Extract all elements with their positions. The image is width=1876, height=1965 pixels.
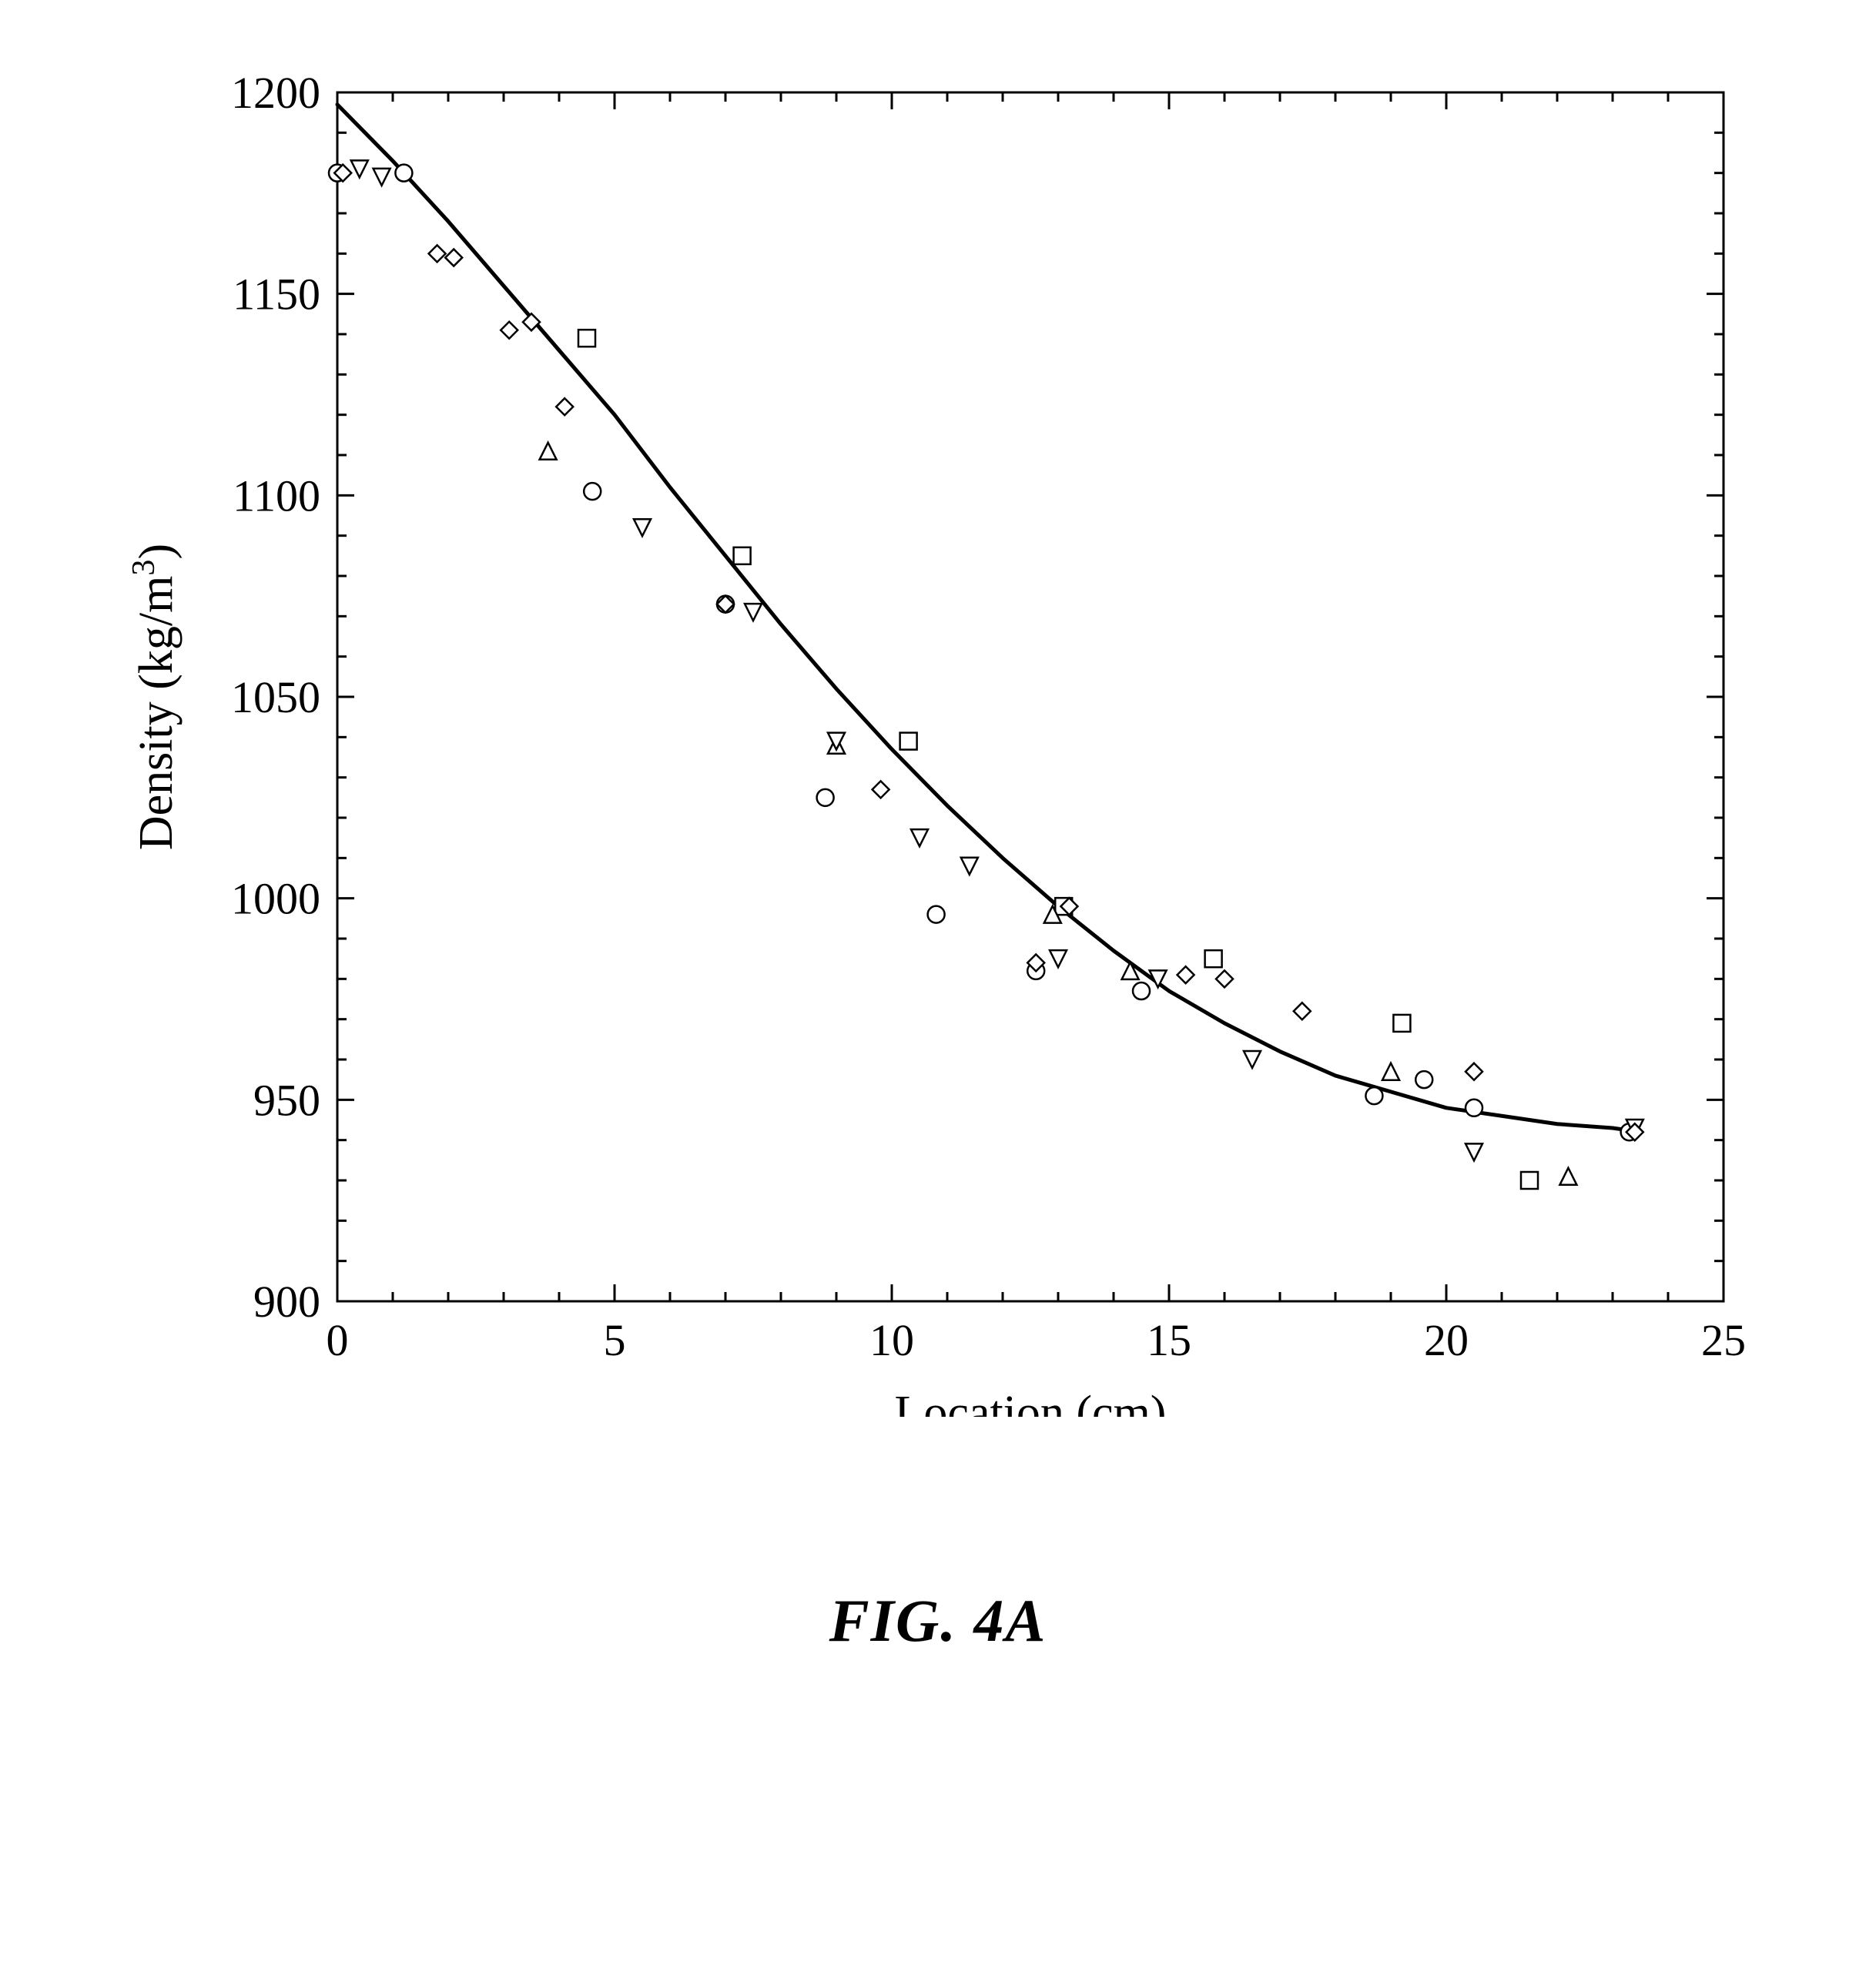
chart-container: 0 5 10 15 20 25 900 950 1000 1050 1100 1150 1200 Loca… (91, 31, 1785, 1417)
svg-text:1100: 1100 (233, 470, 320, 521)
svg-text:900: 900 (253, 1277, 320, 1327)
svg-text:Density (kg/m3): Density (kg/m3) (126, 544, 183, 850)
svg-text:1200: 1200 (231, 68, 320, 118)
svg-text:20: 20 (1424, 1315, 1469, 1365)
svg-text:10: 10 (869, 1315, 914, 1365)
figure-label: FIG. 4A (829, 1586, 1047, 1655)
svg-text:1000: 1000 (231, 874, 320, 924)
density-location-scatter-chart: 0 5 10 15 20 25 900 950 1000 1050 1100 1150 1200 Loca… (91, 31, 1785, 1417)
svg-text:5: 5 (604, 1315, 626, 1365)
svg-text:1150: 1150 (233, 269, 320, 320)
svg-text:15: 15 (1147, 1315, 1191, 1365)
svg-text:Location (cm): Location (cm) (895, 1387, 1167, 1417)
svg-text:1050: 1050 (231, 672, 320, 722)
svg-text:0: 0 (327, 1315, 349, 1365)
svg-text:950: 950 (253, 1075, 320, 1125)
svg-text:25: 25 (1701, 1315, 1746, 1365)
